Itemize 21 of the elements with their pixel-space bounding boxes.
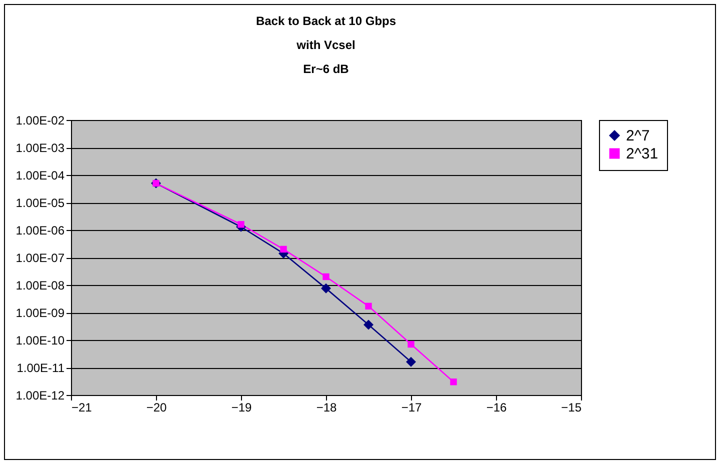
y-tick-label: 1.00E-11 xyxy=(16,361,65,375)
legend-label: 2^31 xyxy=(626,146,658,162)
x-tick-label: −15 xyxy=(561,400,582,414)
y-tick-label: 1.00E-06 xyxy=(16,224,65,238)
x-tick-label: −16 xyxy=(486,400,507,414)
y-tick-label: 1.00E-05 xyxy=(16,196,65,210)
y-tick-label: 1.00E-07 xyxy=(16,251,65,265)
x-tick-label: −20 xyxy=(146,400,167,414)
y-tick-label: 1.00E-08 xyxy=(16,278,65,292)
y-tick-label: 1.00E-12 xyxy=(16,388,65,402)
y-tick-label: 1.00E-09 xyxy=(16,306,65,320)
y-tick-label: 1.00E-02 xyxy=(16,114,65,128)
x-tick-label: −19 xyxy=(231,400,252,414)
y-tick-label: 1.00E-10 xyxy=(16,334,65,348)
chart-title: Back to Back at 10 Gbps with Vcsel Er~6 dB xyxy=(256,14,396,76)
y-tick-label: 1.00E-04 xyxy=(16,168,65,182)
legend-label: 2^7 xyxy=(626,128,650,144)
x-tick-label: −18 xyxy=(316,400,337,414)
x-tick-label: −21 xyxy=(72,400,92,414)
x-tick-label: −17 xyxy=(401,400,422,414)
y-tick-label: 1.00E-03 xyxy=(16,141,65,155)
